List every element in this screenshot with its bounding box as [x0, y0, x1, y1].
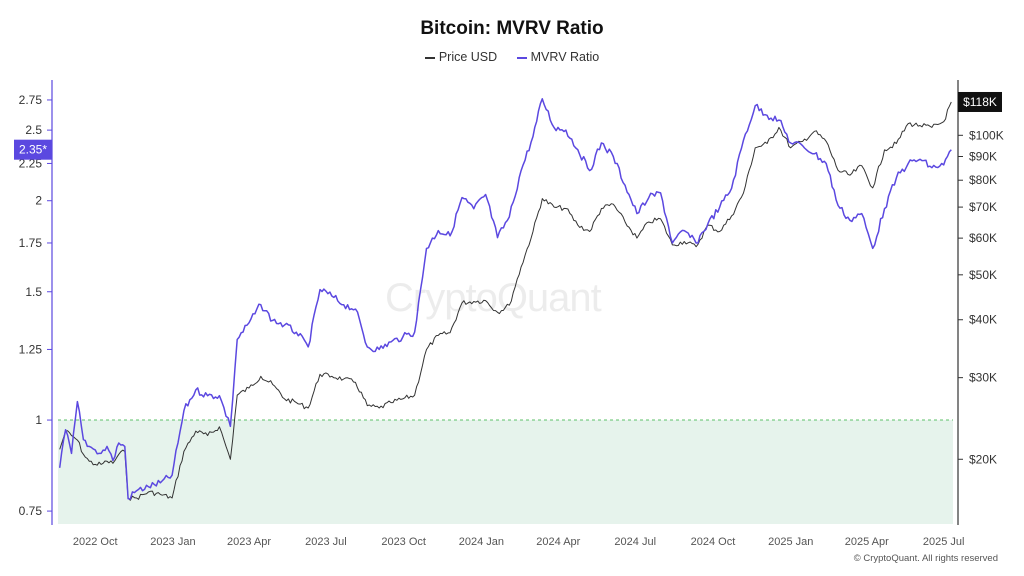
right-tick-label: $70K [969, 200, 997, 214]
current-price-marker [958, 91, 1002, 112]
right-tick-label: $60K [969, 231, 997, 245]
legend-swatch-mvrv [516, 56, 527, 59]
legend-item-price[interactable]: Price USD [424, 50, 498, 64]
copyright-notice: © CryptoQuant. All rights reserved [853, 553, 998, 564]
current-mvrv-label: 2.35* [19, 143, 47, 157]
left-tick-label: 0.75 [19, 504, 43, 518]
right-tick-label: $80K [969, 173, 997, 187]
left-tick-label: 1.25 [19, 342, 43, 356]
x-tick-label: 2022 Oct [73, 536, 118, 548]
chart-title: Bitcoin: MVRV Ratio [420, 18, 604, 39]
mvrv-line [58, 98, 952, 500]
x-tick-label: 2024 Apr [536, 536, 580, 548]
price-line [59, 101, 952, 501]
x-tick-label: 2025 Jan [768, 536, 813, 548]
legend-label-price: Price USD [438, 50, 498, 64]
left-tick-label: 1 [35, 413, 42, 427]
right-tick-label: $90K [969, 150, 997, 164]
legend-item-mvrv[interactable]: MVRV Ratio [516, 50, 600, 64]
x-tick-label: 2025 Jul [923, 536, 965, 548]
left-tick-label: 2.75 [19, 93, 43, 107]
x-tick-label: 2023 Jan [150, 536, 195, 548]
x-tick-label: 2024 Jul [614, 536, 656, 548]
right-tick-label: $50K [969, 268, 997, 282]
left-tick-label: 2.25 [19, 156, 43, 170]
right-tick-label: $20K [969, 452, 997, 466]
left-tick-label: 1.75 [19, 236, 43, 250]
undervalued-zone [58, 420, 953, 524]
legend-label-mvrv: MVRV Ratio [530, 50, 600, 64]
right-tick-label: $30K [969, 371, 997, 385]
right-tick-label: $40K [969, 313, 997, 327]
current-price-label: $118K [963, 95, 997, 109]
legend-swatch-price [424, 56, 435, 59]
left-tick-label: 2.5 [25, 123, 42, 137]
x-tick-label: 2025 Apr [845, 536, 889, 548]
x-tick-label: 2024 Jan [459, 536, 504, 548]
x-tick-label: 2024 Oct [691, 536, 736, 548]
x-tick-label: 2023 Oct [381, 536, 426, 548]
right-tick-label: $100K [969, 128, 1004, 142]
x-tick-label: 2023 Jul [305, 536, 347, 548]
current-mvrv-marker [14, 139, 52, 160]
left-tick-label: 1.5 [25, 285, 42, 299]
left-tick-label: 2 [35, 194, 42, 208]
x-tick-label: 2023 Apr [227, 536, 271, 548]
legend: Price USD MVRV Ratio [0, 50, 1024, 64]
